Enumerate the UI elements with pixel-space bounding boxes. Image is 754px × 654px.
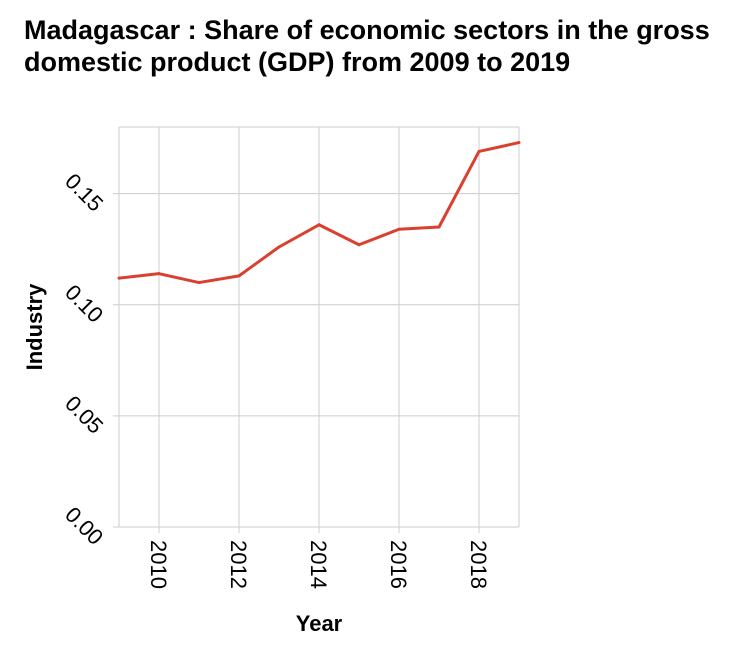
y-tick-labels: 0.00 0.05 0.10 0.15: [60, 168, 108, 549]
data-point: [477, 149, 481, 153]
x-tick-labels: 2010 2012 2014 2016 2018: [146, 540, 491, 589]
data-point: [237, 274, 241, 278]
x-tick-label: 2010: [146, 540, 171, 589]
chart-title: Madagascar : Share of economic sectors i…: [24, 15, 710, 77]
x-axis-label: Year: [296, 611, 343, 636]
data-point: [397, 227, 401, 231]
data-point: [277, 245, 281, 249]
x-tick-label: 2016: [386, 540, 411, 589]
data-point: [197, 281, 201, 285]
y-tick-label: 0.10: [60, 280, 108, 328]
y-tick-label: 0.15: [60, 168, 108, 216]
y-tick-label: 0.05: [60, 391, 108, 439]
x-tick-label: 2012: [226, 540, 251, 589]
data-point: [157, 272, 161, 276]
x-tick-label: 2014: [306, 540, 331, 589]
y-axis-label: Industry: [22, 283, 47, 371]
data-point: [357, 243, 361, 247]
x-tick-label: 2018: [466, 540, 491, 589]
data-point: [117, 276, 121, 280]
y-tick-label: 0.00: [60, 502, 108, 550]
data-series: [117, 141, 521, 285]
data-point: [437, 225, 441, 229]
data-point: [517, 141, 521, 145]
data-point: [317, 223, 321, 227]
grid-lines: [113, 126, 520, 533]
